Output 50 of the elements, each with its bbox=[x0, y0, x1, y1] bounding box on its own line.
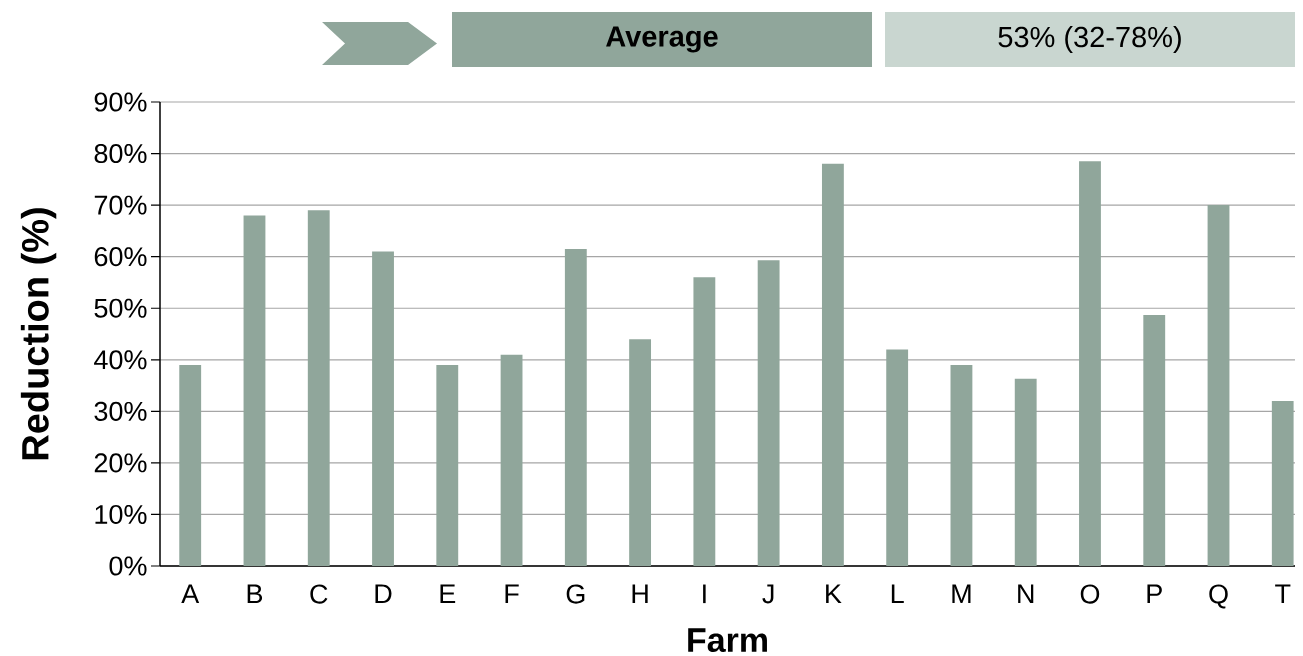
x-tick-label: J bbox=[762, 584, 774, 604]
x-tick-label: N bbox=[1018, 584, 1034, 604]
bar bbox=[1079, 161, 1101, 566]
x-tick-label: D bbox=[375, 584, 392, 604]
bar bbox=[1271, 401, 1294, 566]
y-tick-label: 80% bbox=[94, 144, 147, 164]
bar bbox=[372, 251, 394, 566]
x-tick-label: B bbox=[247, 584, 263, 604]
bar bbox=[950, 364, 973, 566]
x-axis-title: Farm bbox=[688, 628, 767, 653]
x-tick-label: O bbox=[1080, 584, 1100, 604]
text: Average bbox=[606, 26, 718, 53]
y-tick-label: 20% bbox=[94, 453, 147, 473]
y-tick-label: 70% bbox=[94, 195, 147, 215]
bar bbox=[821, 163, 844, 566]
x-tick-label: H bbox=[632, 584, 648, 604]
bar bbox=[243, 215, 266, 566]
y-tick-label: 90% bbox=[94, 92, 147, 112]
x-tick-label: M bbox=[952, 584, 971, 604]
x-tick-label: T bbox=[1275, 584, 1291, 604]
bar bbox=[1207, 205, 1230, 566]
x-tick-label: K bbox=[826, 584, 842, 604]
bar bbox=[629, 339, 652, 566]
x-tick-label: G bbox=[566, 584, 585, 604]
x-tick-label: I bbox=[703, 584, 706, 604]
x-tick-label: A bbox=[181, 584, 200, 604]
y-tick-label: 30% bbox=[94, 401, 147, 421]
x-tick-label: Q bbox=[1209, 584, 1228, 609]
text: 53% (32-78%) bbox=[998, 25, 1181, 53]
bar bbox=[307, 210, 330, 566]
bar bbox=[757, 260, 780, 566]
bar bbox=[500, 354, 523, 566]
bar bbox=[564, 248, 587, 566]
bar bbox=[436, 364, 459, 566]
x-tick-label: E bbox=[440, 584, 456, 604]
bar bbox=[693, 277, 716, 566]
bar bbox=[179, 364, 202, 566]
y-tick-label: 60% bbox=[94, 247, 147, 267]
y-tick-label: 50% bbox=[94, 298, 147, 318]
y-tick-label: 40% bbox=[94, 350, 147, 370]
x-tick-label: P bbox=[1147, 584, 1162, 604]
y-axis-title: Reduction (%) bbox=[20, 208, 57, 460]
x-tick-label: F bbox=[505, 584, 519, 604]
bar bbox=[886, 349, 909, 566]
y-tick-label: 0% bbox=[109, 556, 147, 576]
x-tick-label: L bbox=[891, 584, 904, 604]
bar bbox=[1014, 378, 1037, 566]
y-tick-label: 10% bbox=[95, 504, 147, 525]
x-tick-label: C bbox=[310, 584, 328, 604]
bar bbox=[1143, 314, 1166, 566]
